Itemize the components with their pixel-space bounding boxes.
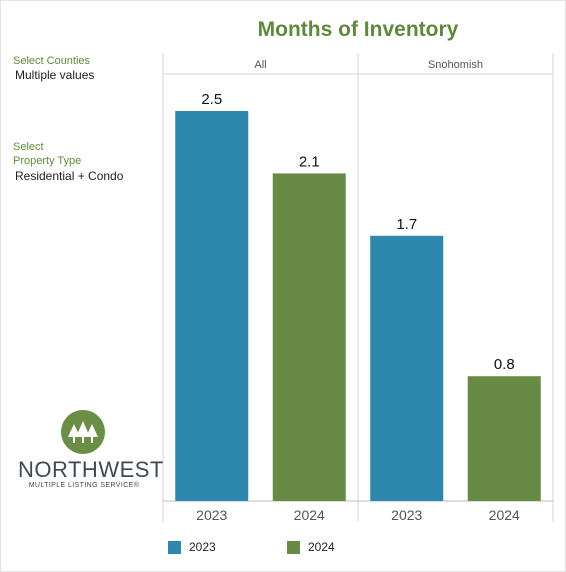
x-tick-snohomish-2024: 2024 (489, 507, 520, 523)
bar-all-2023 (175, 111, 249, 501)
x-tick-all-2024: 2024 (294, 507, 325, 523)
legend-item-2023[interactable]: 2023 (168, 540, 216, 554)
x-tick-snohomish-2023: 2023 (391, 507, 422, 523)
data-label-all-2024: 2.1 (299, 153, 320, 170)
legend-label-2023: 2023 (189, 540, 216, 554)
legend-swatch-2024 (287, 540, 300, 554)
counties-filter-label: Select Counties (13, 55, 91, 67)
counties-filter-value[interactable]: Multiple values (15, 68, 95, 82)
tree-logo-icon (61, 410, 105, 454)
legend-item-2024[interactable]: 2024 (287, 540, 335, 554)
bar-snohomish-2023 (370, 235, 444, 502)
data-label-snohomish-2024: 0.8 (494, 356, 515, 373)
chart-title: Months of Inventory (257, 18, 459, 41)
data-label-all-2023: 2.5 (201, 91, 222, 108)
property-type-label-line1: Select (13, 141, 44, 153)
x-tick-all-2023: 2023 (196, 507, 227, 523)
bar-snohomish-2024 (467, 376, 541, 501)
property-type-filter-value[interactable]: Residential + Condo (15, 169, 124, 183)
property-type-label-line2: Property Type (13, 155, 82, 167)
bar-all-2024 (272, 173, 346, 501)
data-label-snohomish-2023: 1.7 (396, 216, 417, 233)
logo-wordmark: NORTHWEST (18, 457, 164, 482)
logo-subtitle: MULTIPLE LISTING SERVICE® (28, 482, 140, 489)
legend-label-2024: 2024 (308, 540, 335, 554)
panel-header-all: All (254, 59, 266, 71)
panel-header-snohomish: Snohomish (428, 59, 483, 71)
legend-swatch-2023 (168, 540, 181, 554)
